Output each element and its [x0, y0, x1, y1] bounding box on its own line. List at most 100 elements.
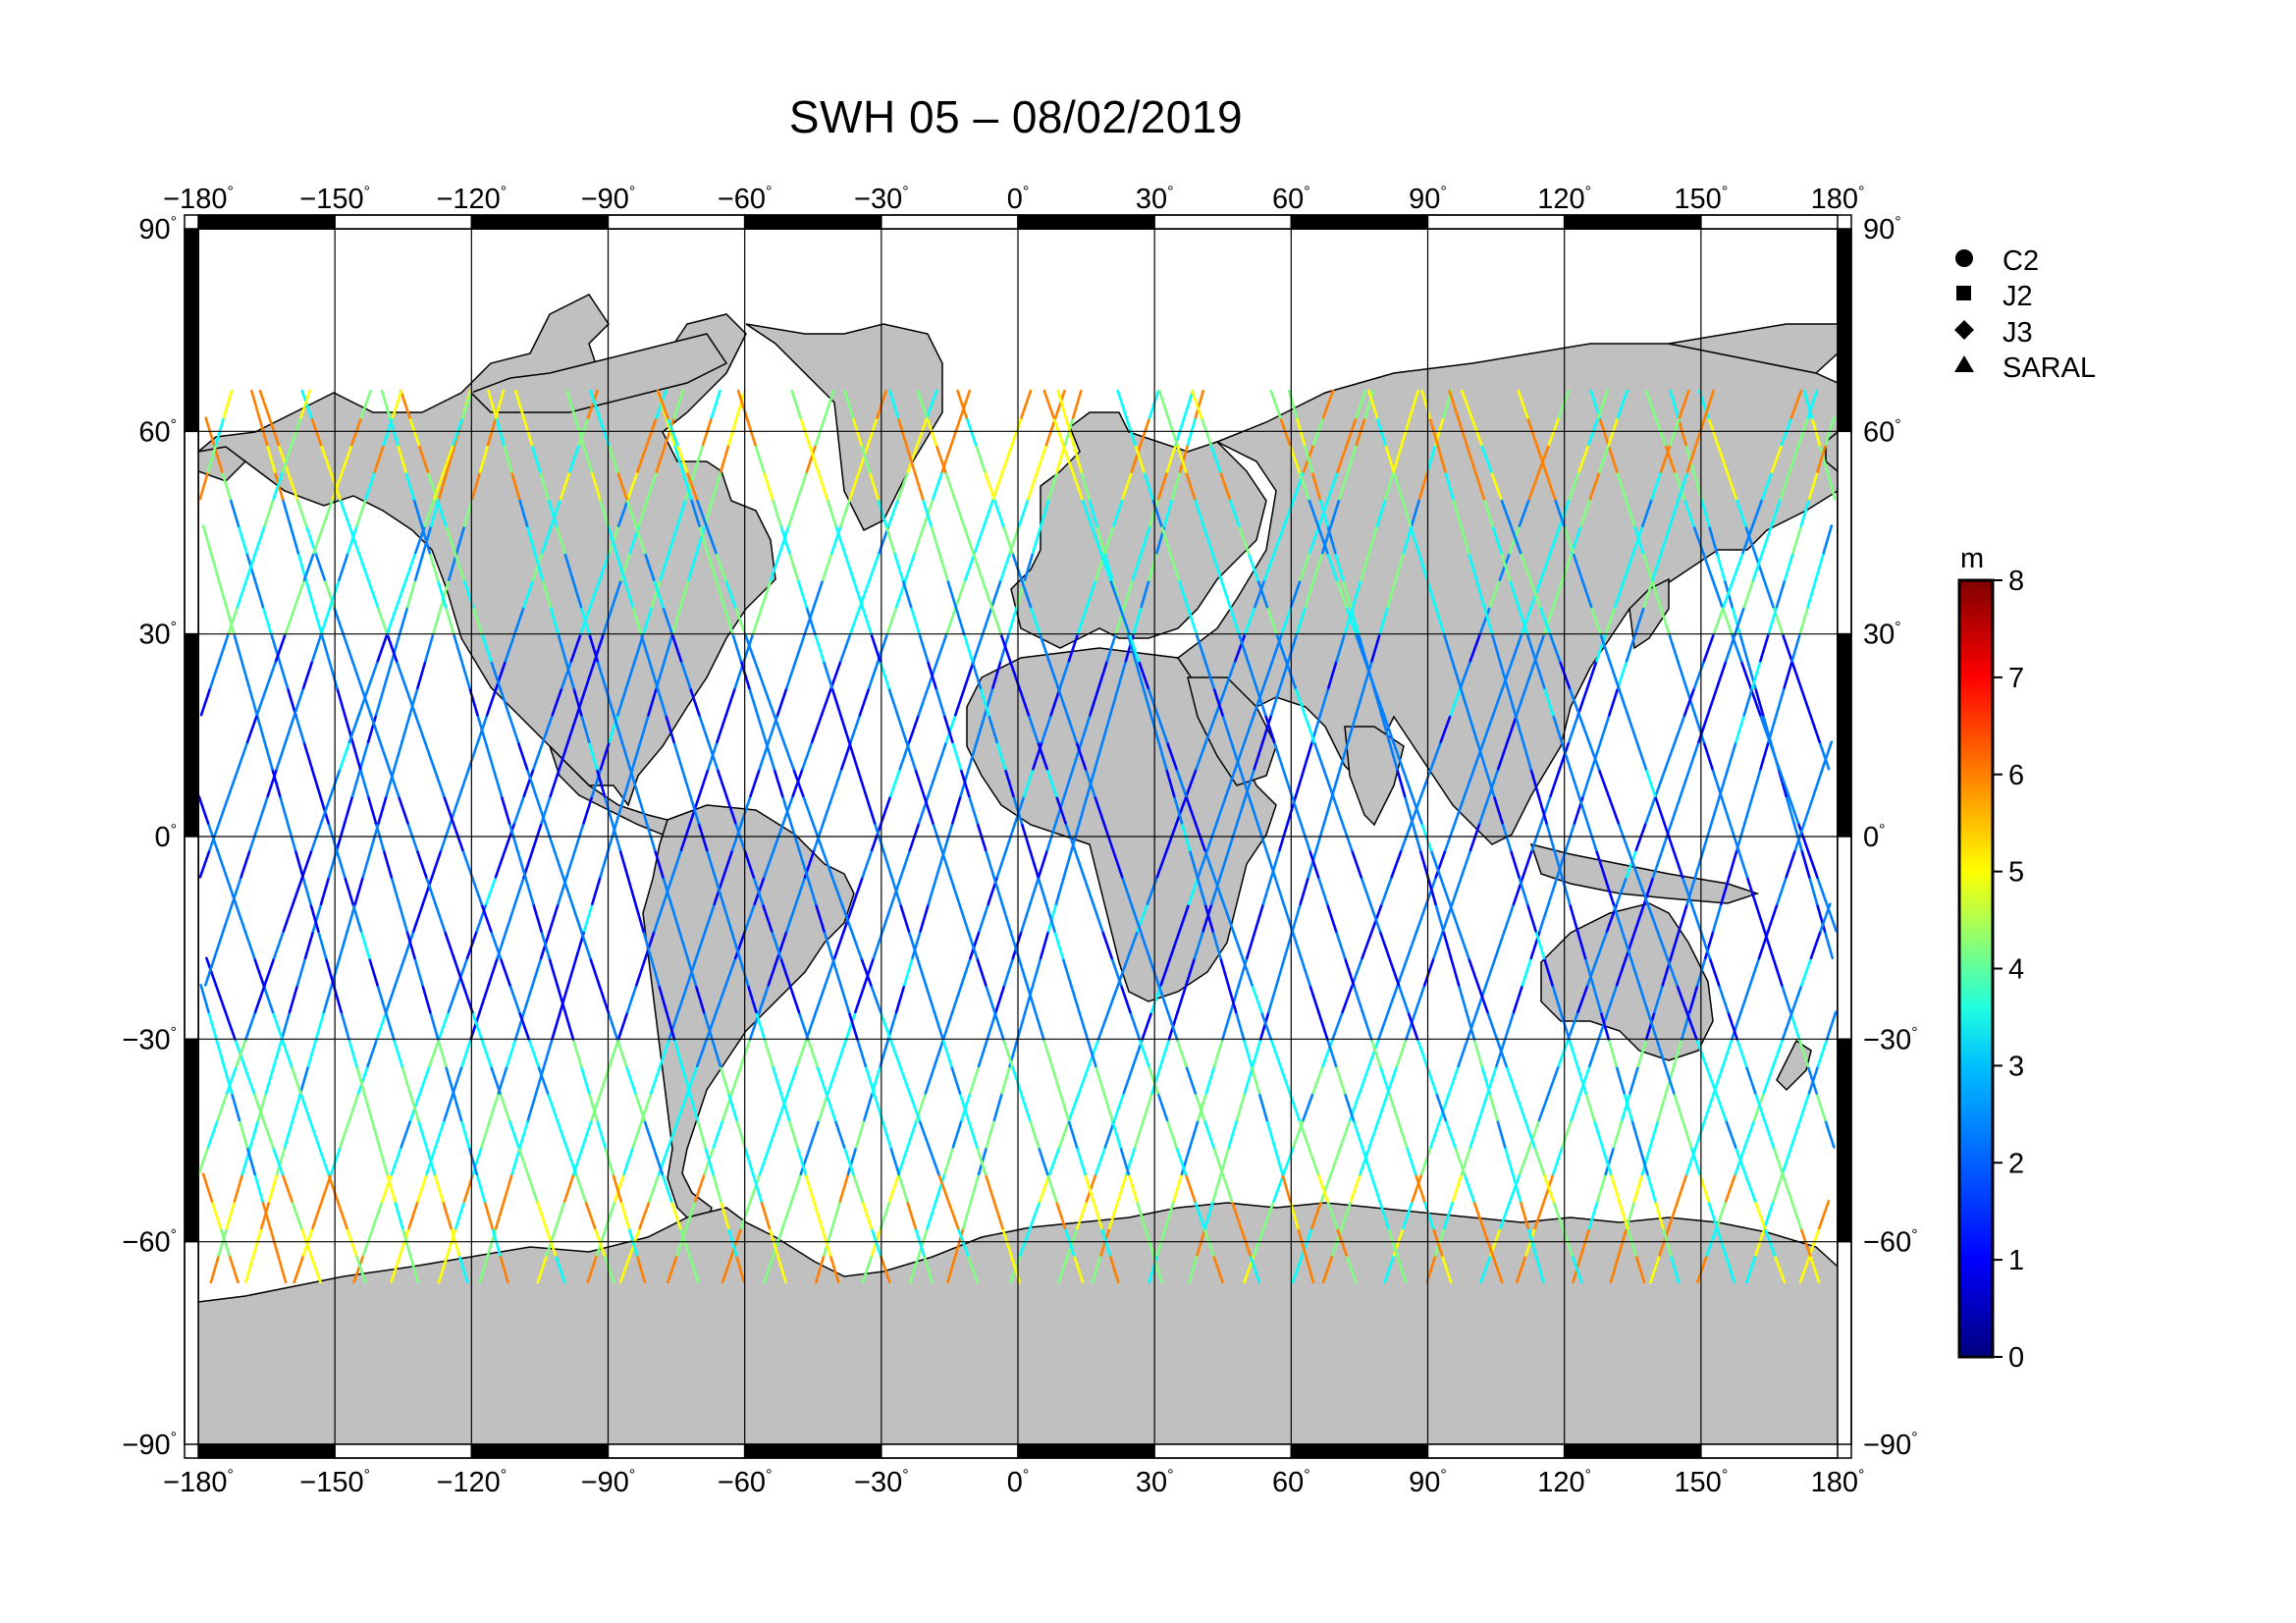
- track-segment: [1111, 848, 1124, 879]
- track-segment: [586, 389, 599, 419]
- track-segment: [515, 848, 527, 879]
- track-segment: [243, 929, 256, 960]
- frame-top-segment: [1153, 214, 1293, 230]
- track-segment: [1517, 389, 1529, 419]
- track-segment: [1604, 605, 1617, 635]
- track-segment: [888, 389, 900, 419]
- track-segment: [1636, 875, 1649, 906]
- track-segment: [865, 794, 877, 825]
- track-segment: [215, 1038, 226, 1068]
- track-segment: [680, 767, 692, 798]
- track-segment: [1378, 1200, 1390, 1230]
- track-segment: [1084, 1172, 1095, 1203]
- track-segment: [1396, 1254, 1408, 1284]
- track-segment: [1253, 740, 1264, 771]
- track-segment: [442, 794, 455, 825]
- frame-top-segment: [743, 214, 882, 230]
- track-segment: [844, 1010, 857, 1041]
- track-segment: [536, 1254, 549, 1284]
- track-segment: [1626, 713, 1638, 744]
- frame-left-segment: [184, 228, 199, 433]
- track-segment: [906, 443, 919, 473]
- track-segment: [1553, 848, 1564, 879]
- track-segment: [646, 470, 659, 501]
- track-segment: [1599, 632, 1612, 663]
- track-segment: [277, 443, 290, 473]
- track-segment: [1335, 632, 1347, 663]
- track-segment: [1029, 605, 1041, 635]
- track-segment: [1282, 497, 1296, 527]
- track-segment: [234, 902, 247, 933]
- track-segment: [1300, 956, 1311, 987]
- track-segment: [1061, 956, 1073, 987]
- track-segment: [1695, 1254, 1709, 1284]
- track-segment: [941, 1038, 953, 1068]
- track-segment: [1495, 1038, 1508, 1068]
- track-segment: [962, 632, 974, 663]
- track-segment: [1001, 443, 1014, 473]
- track-segment: [1261, 875, 1273, 906]
- track-segment: [225, 605, 236, 635]
- track-segment: [767, 956, 779, 987]
- track-segment: [894, 984, 906, 1014]
- track-segment: [1754, 902, 1766, 933]
- track-segment: [1553, 497, 1566, 527]
- track-segment: [1336, 443, 1349, 473]
- track-segment: [1358, 1064, 1371, 1095]
- track-segment: [1261, 659, 1274, 689]
- track-segment: [1031, 956, 1042, 987]
- track-segment: [1307, 848, 1318, 879]
- track-segment: [1147, 1064, 1159, 1095]
- track-segment: [1466, 1010, 1478, 1041]
- track-segment: [1478, 794, 1491, 825]
- track-segment: [424, 875, 437, 906]
- track-segment: [1735, 1038, 1748, 1068]
- track-segment: [1451, 659, 1463, 689]
- track-segment: [404, 470, 415, 501]
- track-segment: [1581, 767, 1594, 798]
- track-segment: [830, 686, 842, 717]
- track-segment: [1246, 659, 1258, 689]
- track-segment: [1772, 956, 1784, 987]
- track-segment: [319, 875, 331, 906]
- track-segment: [1377, 1092, 1390, 1122]
- track-segment: [301, 659, 314, 689]
- track-segment: [1808, 1254, 1821, 1284]
- track-segment: [622, 578, 634, 609]
- track-segment: [1191, 389, 1203, 419]
- track-segment: [395, 659, 407, 689]
- track-segment: [1037, 875, 1048, 906]
- track-segment: [821, 551, 833, 581]
- track-segment: [1790, 632, 1802, 663]
- track-segment: [832, 929, 846, 960]
- track-segment: [579, 605, 591, 635]
- track-segment: [1568, 470, 1580, 501]
- track-segment: [294, 848, 304, 879]
- track-segment: [1386, 578, 1398, 609]
- track-segment: [1607, 794, 1620, 825]
- track-segment: [588, 956, 601, 987]
- track-segment: [452, 632, 463, 663]
- lat-tick-label-left: 30°: [138, 620, 177, 651]
- track-segment: [434, 902, 447, 933]
- track-segment: [489, 929, 503, 960]
- track-segment: [366, 659, 380, 689]
- track-segment: [1522, 740, 1532, 771]
- track-segment: [252, 956, 265, 987]
- track-segment: [1525, 632, 1537, 663]
- land-india: [1344, 726, 1405, 827]
- track-segment: [1139, 929, 1151, 960]
- track-segment: [1525, 902, 1537, 933]
- track-segment: [615, 470, 628, 501]
- track-segment: [1367, 524, 1379, 555]
- track-segment: [706, 551, 718, 581]
- track-segment: [1221, 1010, 1233, 1041]
- track-segment: [1668, 632, 1680, 663]
- track-segment: [611, 578, 623, 609]
- track-segment: [1275, 956, 1286, 987]
- track-segment: [1607, 443, 1619, 473]
- track-segment: [1789, 1118, 1802, 1149]
- track-segment: [478, 984, 490, 1014]
- track-segment: [1230, 1200, 1243, 1230]
- track-segment: [1567, 1010, 1579, 1041]
